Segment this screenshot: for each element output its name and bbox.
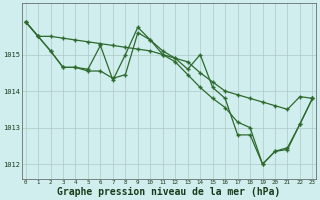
X-axis label: Graphe pression niveau de la mer (hPa): Graphe pression niveau de la mer (hPa) xyxy=(57,186,281,197)
